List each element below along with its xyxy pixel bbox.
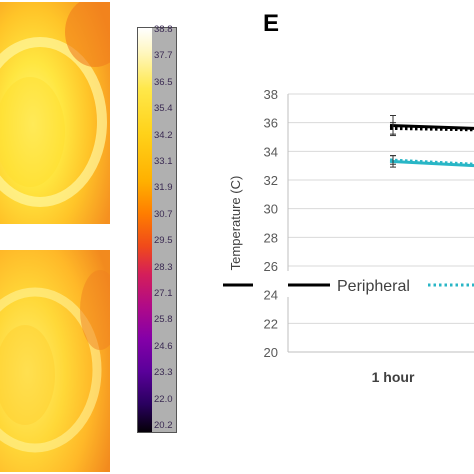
- colorbar-tick-label: 37.7: [154, 50, 173, 62]
- axes: 20 22 24 26 28 30 32 34 36 38 Temperature (C) 1 hou…: [228, 87, 474, 385]
- y-tick-label: 38: [264, 87, 278, 102]
- y-tick-label: 28: [264, 230, 278, 245]
- colorbar-tick-label: 30.7: [154, 208, 173, 220]
- series-line: [389, 126, 474, 132]
- colorbar-tick-label: 28.3: [154, 261, 173, 273]
- legend: Peripheral: [223, 271, 474, 297]
- x-tick-label: 1 hour: [372, 369, 415, 385]
- temperature-line-chart: 20 22 24 26 28 30 32 34 36 38 Temperature (C) 1 hou…: [223, 87, 474, 385]
- y-tick-label: 34: [264, 144, 278, 159]
- temperature-colorbar: 38.8 37.7 36.5 35.4 34.2 33.1 31.9 30.7 29.5 28.3…: [137, 24, 177, 435]
- series: [389, 115, 474, 168]
- panel-letter: E: [263, 10, 280, 37]
- series-line: [389, 124, 474, 130]
- grid-lines: [288, 93, 474, 353]
- y-tick-label: 32: [264, 173, 278, 188]
- colorbar-tick-label: 20.2: [154, 420, 173, 431]
- thermal-image-bottom-svg: [0, 250, 110, 472]
- y-tick-label: 20: [264, 345, 278, 360]
- colorbar-labels: 38.8 37.7 36.5 35.4 34.2 33.1 31.9 30.7 29.5 28.3…: [152, 24, 177, 433]
- colorbar-tick-label: 38.8: [154, 24, 173, 35]
- thermal-image-top: [0, 2, 110, 224]
- colorbar-tick-label: 36.5: [154, 76, 173, 88]
- colorbar-tick-label: 22.0: [154, 393, 173, 405]
- colorbar-tick-label: 34.2: [154, 129, 173, 141]
- colorbar-tick-label: 27.1: [154, 288, 173, 299]
- thermal-image-top-svg: [0, 2, 110, 224]
- colorbar-tick-label: 35.4: [154, 103, 173, 115]
- y-tick-label: 22: [264, 316, 278, 331]
- y-tick-label: 36: [264, 116, 278, 131]
- colorbar-tick-label: 25.8: [154, 314, 173, 326]
- colorbar-tick-label: 29.5: [154, 235, 173, 247]
- y-tick-label: 24: [264, 288, 278, 303]
- colorbar-tick-label: 24.6: [154, 340, 173, 352]
- thermal-image-bottom: [0, 250, 110, 472]
- y-axis-label: Temperature (C): [228, 176, 243, 271]
- y-tick-label: 30: [264, 202, 278, 217]
- colorbar-tick-label: 23.3: [154, 367, 173, 379]
- colorbar-tick-label: 31.9: [154, 182, 173, 194]
- y-tick-label: 26: [264, 259, 278, 274]
- series-line: [389, 158, 474, 166]
- colorbar-tick-label: 33.1: [154, 156, 173, 167]
- legend-label-peripheral: Peripheral: [337, 278, 410, 295]
